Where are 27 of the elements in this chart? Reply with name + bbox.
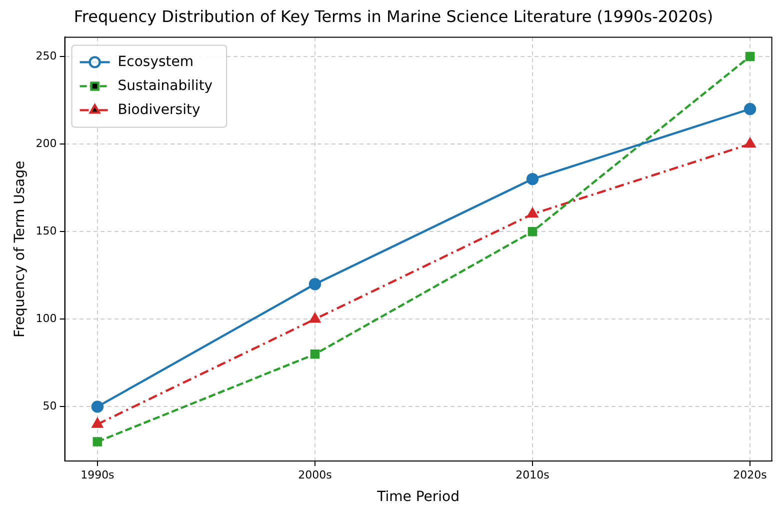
point	[527, 208, 538, 218]
point	[744, 102, 756, 116]
point	[310, 350, 320, 359]
y-tick-label: 250	[36, 49, 57, 62]
point	[92, 418, 103, 428]
y-tick-label: 100	[36, 312, 57, 326]
point	[308, 278, 322, 290]
point	[310, 313, 320, 323]
point	[91, 400, 104, 413]
point	[528, 226, 538, 236]
legend-label: Ecosystem	[118, 54, 194, 70]
x-tick-label: 2000s	[298, 468, 332, 482]
y-tick-label: 200	[36, 136, 57, 150]
x-tick-label: 2020s	[733, 468, 768, 482]
point	[745, 52, 755, 62]
y-axis-title: Frequency of Term Usage	[12, 160, 28, 338]
legend-label: Biodiversity	[118, 102, 200, 118]
y-tick-label: 150	[36, 224, 57, 238]
y-tick-label: 50	[42, 400, 57, 413]
point	[92, 437, 102, 446]
point	[526, 172, 539, 186]
point	[744, 138, 756, 148]
chart-title: Frequency Distribution of Key Terms in Marine Science Literature (1990s-2020s)	[74, 6, 714, 26]
x-tick-label: 1990s	[80, 468, 115, 482]
legend-label: Sustainability	[118, 78, 213, 94]
x-axis-title: Time Period	[376, 489, 460, 506]
x-tick-label: 2010s	[516, 468, 550, 482]
